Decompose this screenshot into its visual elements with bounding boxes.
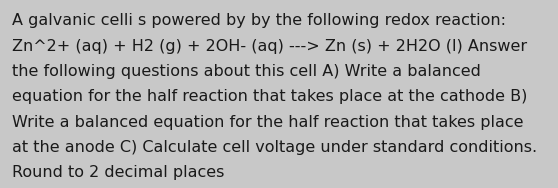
- Text: the following questions about this cell A) Write a balanced: the following questions about this cell …: [12, 64, 481, 79]
- Text: A galvanic celli s powered by by the following redox reaction:: A galvanic celli s powered by by the fol…: [12, 13, 506, 28]
- Text: equation for the half reaction that takes place at the cathode B): equation for the half reaction that take…: [12, 89, 528, 104]
- Text: Zn^2+ (aq) + H2 (g) + 2OH- (aq) ---> Zn (s) + 2H2O (l) Answer: Zn^2+ (aq) + H2 (g) + 2OH- (aq) ---> Zn …: [12, 39, 527, 54]
- Text: at the anode C) Calculate cell voltage under standard conditions.: at the anode C) Calculate cell voltage u…: [12, 140, 537, 155]
- Text: Write a balanced equation for the half reaction that takes place: Write a balanced equation for the half r…: [12, 115, 524, 130]
- Text: Round to 2 decimal places: Round to 2 decimal places: [12, 165, 225, 180]
